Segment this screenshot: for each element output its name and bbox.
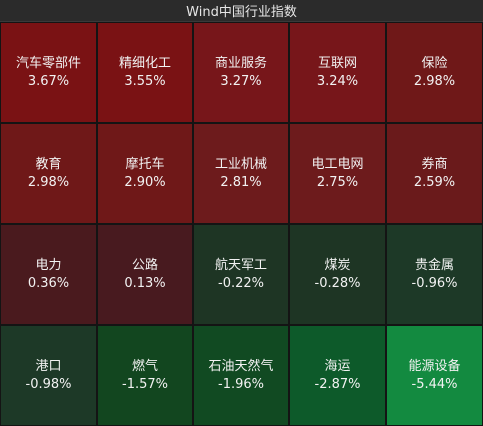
- tile-name: 公路: [131, 258, 158, 273]
- tile-brokerage[interactable]: 券商 2.59%: [386, 123, 483, 224]
- tile-change: 2.81%: [220, 175, 262, 190]
- tile-shipping[interactable]: 海运 -2.87%: [289, 325, 386, 426]
- tile-change: 2.59%: [413, 175, 456, 190]
- tile-change: -0.28%: [314, 276, 361, 291]
- tile-electrical-grid[interactable]: 电工电网 2.75%: [289, 123, 386, 224]
- tile-change: 2.98%: [413, 74, 456, 89]
- tile-name: 工业机械: [214, 157, 267, 172]
- tile-change: 0.13%: [124, 276, 166, 291]
- widget-title: Wind中国行业指数: [0, 0, 483, 22]
- tile-change: -1.57%: [122, 377, 168, 392]
- tile-highways[interactable]: 公路 0.13%: [97, 224, 193, 325]
- tile-name: 煤炭: [324, 258, 351, 273]
- tile-name: 能源设备: [408, 359, 461, 374]
- tile-name: 汽车零部件: [15, 56, 81, 71]
- tile-energy-equipment[interactable]: 能源设备 -5.44%: [386, 325, 483, 426]
- tile-oil-gas[interactable]: 石油天然气 -1.96%: [193, 325, 289, 426]
- tile-name: 燃气: [131, 359, 158, 374]
- tile-internet[interactable]: 互联网 3.24%: [289, 22, 386, 123]
- tile-gas[interactable]: 燃气 -1.57%: [97, 325, 193, 426]
- tile-name: 航天军工: [214, 258, 267, 273]
- tile-change: 3.27%: [220, 74, 262, 89]
- tile-education[interactable]: 教育 2.98%: [0, 123, 97, 224]
- tile-auto-parts[interactable]: 汽车零部件 3.67%: [0, 22, 97, 123]
- tile-change: -0.98%: [25, 377, 72, 392]
- tile-precious-metals[interactable]: 贵金属 -0.96%: [386, 224, 483, 325]
- tile-fine-chemicals[interactable]: 精细化工 3.55%: [97, 22, 193, 123]
- tile-name: 摩托车: [125, 157, 165, 172]
- tile-name: 港口: [35, 359, 62, 374]
- tile-change: 2.75%: [316, 175, 359, 190]
- tile-industrial-machinery[interactable]: 工业机械 2.81%: [193, 123, 289, 224]
- tile-change: -1.96%: [218, 377, 264, 392]
- tile-insurance[interactable]: 保险 2.98%: [386, 22, 483, 123]
- tile-name: 海运: [324, 359, 351, 374]
- tile-change: 2.90%: [124, 175, 166, 190]
- tile-change: -2.87%: [314, 377, 361, 392]
- tile-change: -0.22%: [218, 276, 264, 291]
- heatmap-grid: 汽车零部件 3.67% 精细化工 3.55% 商业服务 3.27% 互联网 3.24% …: [0, 22, 483, 426]
- tile-business-services[interactable]: 商业服务 3.27%: [193, 22, 289, 123]
- tile-change: 2.98%: [27, 175, 70, 190]
- tile-name: 电力: [35, 258, 62, 273]
- tile-power[interactable]: 电力 0.36%: [0, 224, 97, 325]
- tile-aerospace-defense[interactable]: 航天军工 -0.22%: [193, 224, 289, 325]
- tile-change: -5.44%: [411, 377, 458, 392]
- tile-name: 教育: [35, 157, 62, 172]
- tile-name: 券商: [421, 157, 448, 172]
- tile-change: 0.36%: [27, 276, 70, 291]
- tile-change: 3.67%: [27, 74, 70, 89]
- tile-name: 贵金属: [414, 258, 454, 273]
- tile-name: 电工电网: [311, 157, 364, 172]
- tile-name: 石油天然气: [208, 359, 274, 374]
- tile-coal[interactable]: 煤炭 -0.28%: [289, 224, 386, 325]
- tile-change: -0.96%: [411, 276, 458, 291]
- tile-change: 3.24%: [316, 74, 359, 89]
- tile-name: 精细化工: [118, 56, 171, 71]
- tile-change: 3.55%: [124, 74, 166, 89]
- tile-ports[interactable]: 港口 -0.98%: [0, 325, 97, 426]
- tile-name: 保险: [421, 56, 448, 71]
- tile-name: 互联网: [317, 56, 357, 71]
- tile-motorcycles[interactable]: 摩托车 2.90%: [97, 123, 193, 224]
- tile-name: 商业服务: [214, 56, 267, 71]
